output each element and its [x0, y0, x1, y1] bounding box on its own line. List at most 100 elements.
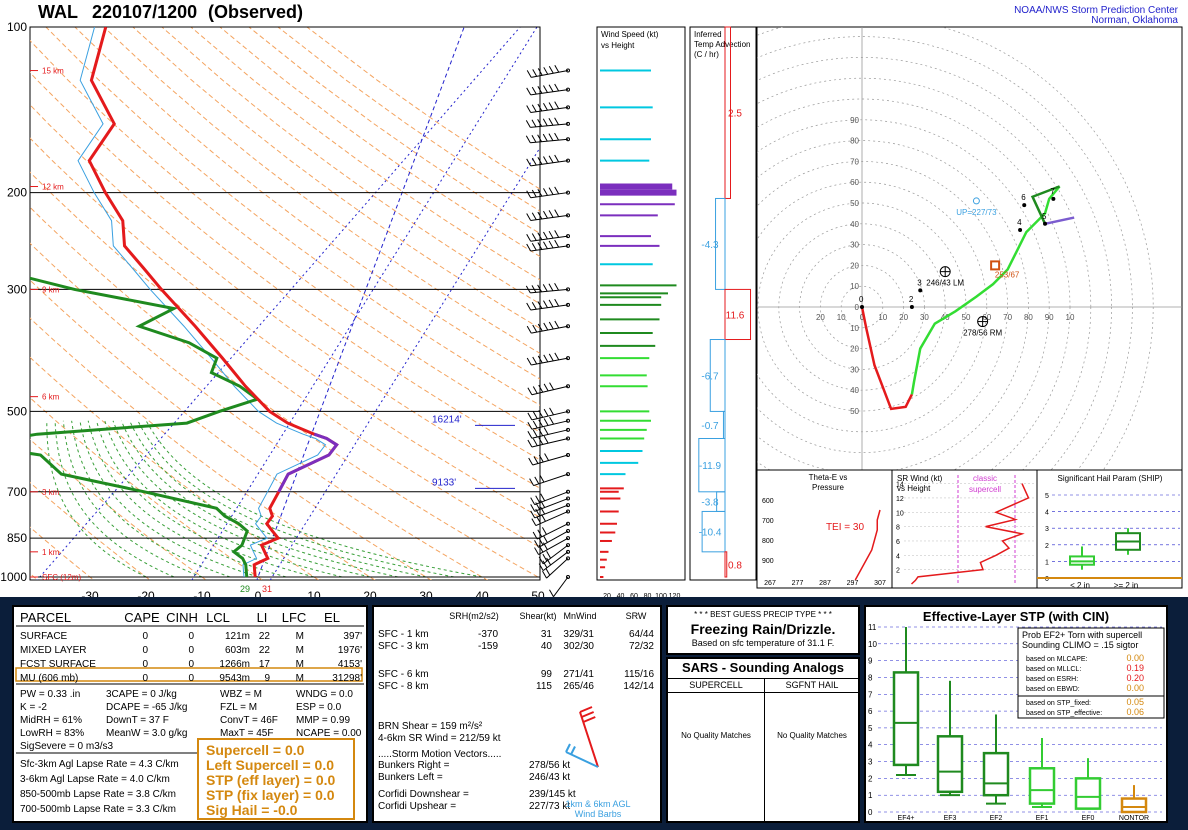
- wind-barb-staff: [530, 89, 569, 96]
- wind-barb: [532, 521, 570, 540]
- bunkers-lm-label: 246/43 LM: [926, 279, 964, 288]
- wind-barb-flag: [543, 231, 548, 240]
- wind-barb: [526, 65, 570, 78]
- moist-adiabat: [145, 420, 483, 578]
- wind-barb-flag: [554, 209, 560, 217]
- sfc-dewpoint-label: 29: [240, 584, 250, 594]
- parcel-cell: 121m: [225, 631, 250, 642]
- parcel-cell: 22: [259, 631, 271, 642]
- level-annotation: 9133': [432, 477, 456, 488]
- wind-barb-flag: [531, 212, 537, 220]
- sr-wind-panel: [891, 469, 1038, 589]
- wind-barb-station: [566, 529, 570, 534]
- temp-advection-label: -3.8: [701, 498, 719, 509]
- hodo-height-dot: [918, 288, 923, 293]
- wind-barb-flag: [525, 285, 531, 294]
- sars-divider: [668, 678, 858, 679]
- tei-label: TEI = 30: [826, 522, 865, 533]
- dry-adiabat: [103, 27, 540, 354]
- index-cell: MMP = 0.99: [296, 715, 350, 726]
- dry-adiabat: [30, 104, 540, 489]
- dry-adiabat: [30, 39, 540, 433]
- kinematics-table: SRH(m2/s2) Shear(kt) MnWind SRW SFC - 1 km -3…: [378, 611, 654, 819]
- stp-y-tick: 0: [868, 808, 873, 817]
- wind-barb-flag: [543, 156, 548, 164]
- hodo-trace: [1030, 185, 1061, 225]
- parcel-cell: M: [296, 645, 304, 656]
- temp-advection-label: -0.7: [701, 421, 719, 432]
- wind-barb: [529, 472, 570, 487]
- parcel-header: LCL: [206, 610, 230, 625]
- wind-barb-staff: [553, 576, 569, 597]
- wind-barb-flag: [532, 411, 538, 419]
- wind-barb-station: [566, 543, 570, 548]
- wind-barb-flag: [549, 382, 554, 390]
- composite-index: Left Supercell = 0.0: [206, 757, 334, 773]
- wind-barb-flag: [531, 157, 537, 166]
- hodo-x-tick: 30: [920, 313, 929, 322]
- storm-motion-cell: 278/56 kt: [529, 760, 570, 771]
- wind-barb-staff: [530, 214, 569, 222]
- wind-barb-flag: [538, 537, 544, 546]
- wind-barb-flag: [544, 453, 550, 461]
- hodo-height-dot: [1051, 196, 1056, 201]
- wind-barb-flag: [538, 563, 544, 571]
- index-cell: DownT = 37 F: [106, 715, 169, 726]
- wind-barb-flag: [541, 514, 546, 522]
- wind-barb-station: [566, 521, 570, 526]
- moist-adiabat: [137, 420, 455, 578]
- wind-barb-flag: [548, 66, 554, 74]
- sars-title: SARS - Sounding Analogs: [681, 660, 844, 675]
- wind-barbs: [525, 65, 570, 597]
- wind-barb-flag: [537, 68, 543, 76]
- wind-barb-staff: [531, 385, 569, 396]
- wind-barb-flag: [549, 416, 554, 425]
- wind-barb: [534, 536, 570, 556]
- barb-1km-flag: [565, 743, 571, 753]
- hodo-x-tick: 90: [1045, 313, 1054, 322]
- dry-adiabat: [30, 206, 540, 579]
- lapse-rate: 3-6km Agl Lapse Rate = 4.0 C/km: [20, 774, 170, 785]
- classic-supercell-label: classic: [973, 474, 997, 483]
- wind-barb-staff: [531, 357, 569, 366]
- wind-barb-flag: [532, 356, 538, 365]
- wind-barb-flag: [540, 500, 546, 508]
- temp-advection-label: 11.6: [726, 310, 745, 321]
- wind-barb-flag: [548, 155, 554, 163]
- hodo-y-tick: 50: [850, 199, 859, 208]
- parcel-cell: 0: [188, 645, 194, 656]
- stp-category: NONTOR: [1119, 815, 1149, 821]
- sars-panel: SARS - Sounding Analogs SUPERCELL SGFNT …: [666, 657, 860, 823]
- parcel-cell: MIXED LAYER: [20, 645, 87, 656]
- wind-barb-flag: [543, 85, 548, 93]
- theta-e-y-tick: 800: [762, 538, 774, 545]
- dry-adiabat: [30, 71, 540, 461]
- wind-barb-flag: [554, 230, 560, 238]
- temp-advection-bar: [724, 26, 731, 199]
- wind-barb-staff: [532, 454, 569, 466]
- hodo-y-tick: 30: [850, 241, 859, 250]
- hodograph: 20 10 0 10 20 30 40 50 60 70 80 90 10908070605040302…: [757, 27, 1182, 470]
- wind-barb-flag: [525, 120, 531, 128]
- stp-prob-value: 0.06: [1126, 707, 1144, 717]
- parcel-cell: M: [296, 673, 304, 684]
- wind-barb-flag: [534, 547, 539, 555]
- mean-wind-marker: [990, 260, 1001, 271]
- stp-title: Effective-Layer STP (with CIN): [923, 609, 1109, 624]
- wind-barb: [526, 209, 570, 222]
- wind-barb-staff: [534, 504, 569, 519]
- wind-barb-flag: [546, 557, 552, 566]
- wind-barb-flag: [538, 454, 544, 463]
- hodo-x-tick: 80: [1024, 313, 1033, 322]
- sars-column-divider: [764, 678, 765, 821]
- pressure-tick-label: 700: [7, 485, 27, 499]
- stp-box: [982, 751, 1010, 797]
- temp-advection-bar: [724, 551, 728, 578]
- height-label: 3 km: [42, 488, 60, 497]
- hodo-y-tick: 30: [850, 365, 859, 374]
- height-label: SFC (12m): [42, 573, 81, 582]
- temp-advection-bar: [709, 339, 726, 412]
- wind-barb-flag: [554, 132, 560, 141]
- wind-barb-flag: [532, 429, 538, 438]
- kin-cell: 72/32: [629, 641, 654, 652]
